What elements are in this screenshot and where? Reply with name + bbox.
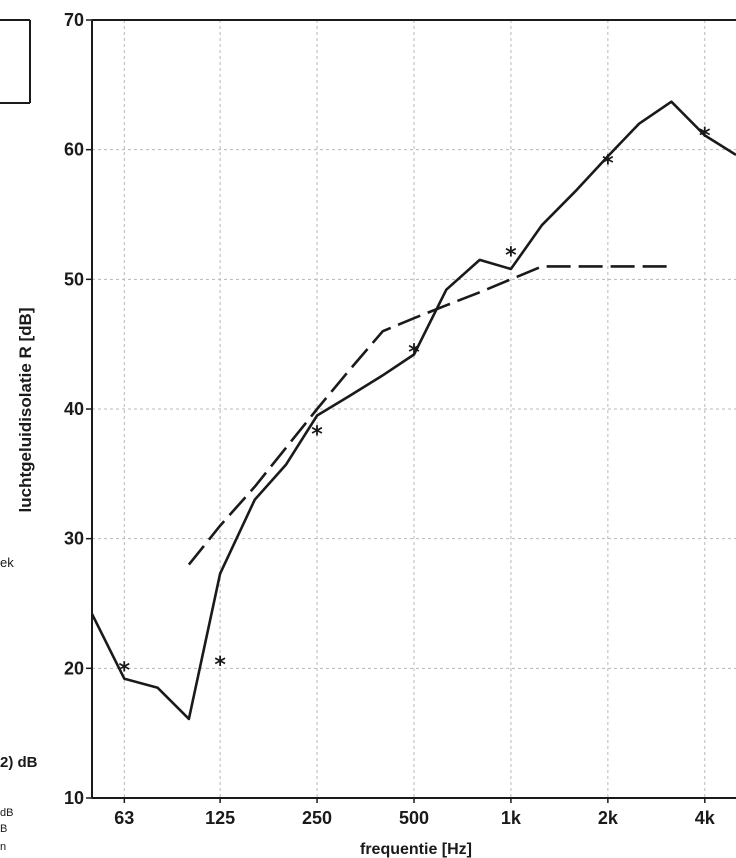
y-tick-label: 20 [64, 658, 84, 678]
data-point-marker: * [214, 653, 226, 678]
y-tick-label: 60 [64, 140, 84, 160]
side-text-db: 2) dB [0, 754, 38, 771]
y-tick-label: 30 [64, 529, 84, 549]
data-point-marker: * [602, 151, 614, 176]
side-text-db-small-3: n [0, 841, 6, 853]
x-tick-label: 2k [598, 808, 619, 828]
data-point-marker: * [699, 124, 711, 149]
x-axis-label: frequentie [Hz] [360, 841, 472, 858]
data-point-marker: * [311, 422, 323, 447]
x-tick-label: 1k [501, 808, 522, 828]
grid [92, 20, 736, 798]
x-tick-label: 125 [205, 808, 235, 828]
axes [86, 19, 736, 803]
y-axis-label: luchtgeluidisolatie R [dB] [16, 308, 35, 513]
x-axis-ticks: 63 125 250 500 1k 2k 4k [114, 808, 715, 828]
y-tick-label: 10 [64, 788, 84, 808]
x-tick-label: 63 [114, 808, 134, 828]
y-tick-label: 50 [64, 269, 84, 289]
x-tick-label: 250 [302, 808, 332, 828]
side-text-db-small-1: dB [0, 807, 13, 819]
side-text-db-small-2: B [0, 823, 7, 835]
y-tick-label: 40 [64, 399, 84, 419]
data-point-marker: * [119, 658, 131, 683]
data-point-marker: * [408, 341, 420, 366]
y-tick-label: 70 [64, 10, 84, 30]
side-text-ek: ek [0, 555, 14, 570]
x-tick-label: 4k [695, 808, 716, 828]
y-axis-ticks: 10 20 30 40 50 60 70 [64, 10, 84, 808]
data-point-marker: * [505, 243, 517, 268]
measured-curve-solid [90, 100, 736, 721]
series: * * * * * * * [90, 100, 736, 721]
x-tick-label: 500 [399, 808, 429, 828]
reference-curve-dashed [187, 265, 672, 566]
legend-box-fragment [0, 19, 31, 104]
